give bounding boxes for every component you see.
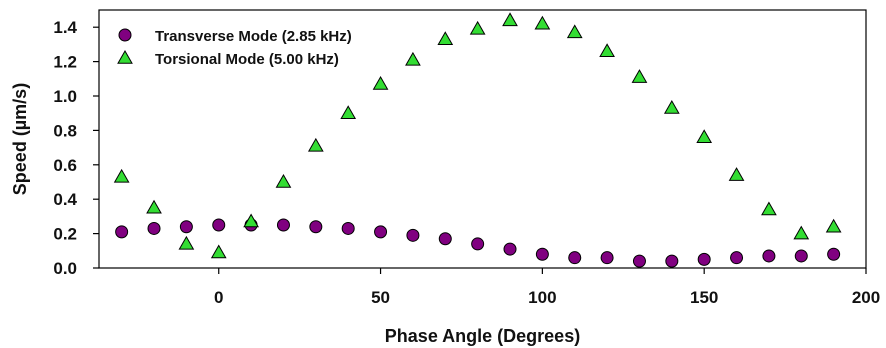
data-point-circle	[827, 247, 841, 261]
y-tick-label: 0.4	[53, 190, 77, 209]
data-point-circle	[309, 220, 323, 234]
x-axis: 0 50 100 150 200	[214, 268, 880, 307]
x-tick-label: 100	[528, 288, 556, 307]
data-point-triangle	[146, 199, 162, 214]
data-point-circle	[568, 251, 582, 265]
data-point-circle	[374, 225, 388, 239]
x-tick-label: 50	[371, 288, 390, 307]
legend-label: Torsional Mode (5.00 kHz)	[155, 51, 339, 68]
data-point-circle	[730, 251, 744, 265]
y-tick-label: 0.0	[53, 259, 77, 278]
data-point-circle	[115, 225, 129, 239]
data-point-triangle	[566, 24, 583, 39]
data-point-triangle	[113, 168, 130, 183]
data-point-triangle	[502, 12, 518, 27]
plot-area	[98, 9, 867, 269]
legend-marker-triangle	[117, 49, 133, 64]
x-tick-label: 0	[214, 288, 223, 307]
y-tick-label: 0.2	[53, 225, 77, 244]
x-tick-label: 150	[690, 288, 718, 307]
data-point-triangle	[696, 129, 713, 144]
data-point-triangle	[210, 244, 227, 259]
data-point-triangle	[275, 173, 292, 188]
data-point-triangle	[340, 105, 357, 119]
data-point-triangle	[307, 137, 324, 152]
x-axis-title: Phase Angle (Degrees)	[385, 326, 580, 346]
data-point-triangle	[372, 75, 389, 90]
legend-label: Transverse Mode (2.85 kHz)	[155, 28, 352, 45]
data-point-circle	[762, 249, 776, 263]
y-tick-label: 1.0	[53, 87, 77, 106]
data-point-circle	[632, 254, 646, 268]
data-point-circle	[471, 237, 485, 251]
data-point-triangle	[243, 213, 259, 228]
data-point-circle	[535, 247, 549, 261]
legend-marker-circle	[118, 28, 132, 42]
y-tick-label: 1.2	[53, 53, 77, 72]
data-point-triangle	[405, 51, 421, 66]
y-tick-label: 0.6	[53, 156, 77, 175]
data-point-triangle	[728, 167, 745, 181]
y-tick-label: 1.4	[53, 18, 77, 37]
data-point-circle	[600, 251, 614, 265]
data-point-circle	[438, 232, 452, 246]
y-axis: 0.0 0.2 0.4 0.6 0.8 1.0 1.2 1.4	[53, 18, 99, 278]
data-point-circle	[665, 254, 679, 268]
data-point-triangle	[825, 218, 842, 233]
series-1	[115, 218, 841, 268]
data-point-circle	[276, 218, 290, 232]
data-point-circle	[212, 218, 226, 232]
data-point-triangle	[178, 235, 195, 250]
data-point-circle	[697, 252, 711, 266]
legend: Transverse Mode (2.85 kHz) Torsional Mode…	[117, 28, 352, 68]
data-point-triangle	[793, 225, 810, 240]
y-axis-title: Speed (µm/s)	[10, 83, 30, 195]
x-tick-label: 200	[852, 288, 880, 307]
data-point-triangle	[761, 201, 777, 216]
data-point-circle	[147, 221, 161, 235]
y-tick-label: 0.8	[53, 121, 77, 140]
data-point-triangle	[631, 69, 648, 83]
data-point-circle	[406, 228, 420, 242]
data-point-triangle	[599, 43, 615, 58]
data-point-circle	[503, 242, 517, 256]
data-point-circle	[794, 249, 808, 263]
legend-item: Transverse Mode (2.85 kHz)	[118, 28, 352, 45]
data-point-circle	[341, 221, 355, 235]
data-point-triangle	[437, 31, 454, 45]
data-point-triangle	[663, 100, 680, 114]
series-2	[113, 12, 842, 259]
plot-border	[98, 9, 867, 269]
legend-item: Torsional Mode (5.00 kHz)	[117, 49, 339, 68]
data-point-triangle	[534, 15, 551, 30]
data-point-circle	[179, 220, 193, 234]
data-point-triangle	[469, 20, 486, 35]
data-series	[113, 12, 842, 268]
